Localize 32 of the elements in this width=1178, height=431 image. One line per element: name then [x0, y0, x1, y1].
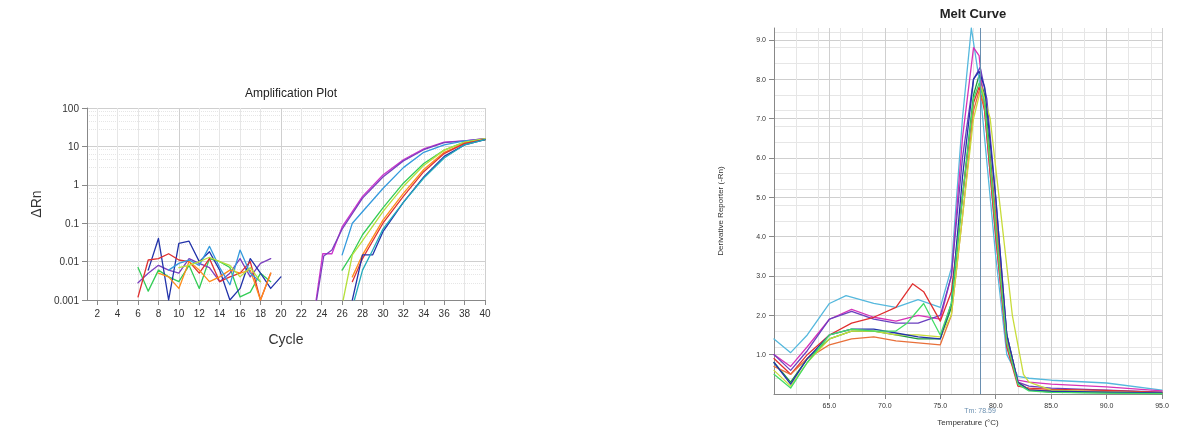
chart-title: Amplification Plot — [244, 86, 338, 100]
y-axis-title: Derivative Reporter (-Rn) — [715, 165, 725, 256]
x-axis-title: Temperature (°C) — [937, 417, 1000, 427]
y-tick-label: 0.001 — [53, 294, 80, 306]
x-tick-label: 6 — [135, 307, 142, 319]
x-tick-label: 8 — [155, 307, 162, 319]
x-tick-label: 30 — [377, 307, 389, 319]
x-tick-label: 22 — [295, 307, 308, 319]
x-tick-label: 10 — [173, 307, 185, 319]
x-tick-label: 24 — [316, 307, 328, 319]
y-tick-label: 1 — [73, 179, 80, 191]
y-tick-label: 10 — [67, 140, 80, 152]
x-tick-label: 2 — [94, 307, 101, 319]
x-tick-label: 14 — [214, 307, 226, 319]
x-tick-label: 20 — [275, 307, 287, 319]
y-tick-label: 0.01 — [59, 256, 80, 268]
x-tick-label: 12 — [193, 307, 206, 319]
x-tick-label: 40 — [479, 307, 491, 319]
x-tick-label: 38 — [459, 307, 471, 319]
x-tick-label: 34 — [418, 307, 430, 319]
x-tick-label: 32 — [397, 307, 410, 319]
chart-title: Melt Curve — [939, 6, 1007, 21]
x-axis-title: Cycle — [268, 331, 304, 347]
x-tick-label: 16 — [234, 307, 247, 319]
y-tick-label: 0.1 — [65, 217, 80, 229]
y-tick-label: 100 — [62, 102, 80, 114]
y-axis-title: ΔRn — [28, 190, 44, 218]
x-tick-label: 4 — [114, 307, 121, 319]
x-tick-label: 36 — [438, 307, 451, 319]
x-tick-label: 18 — [254, 307, 267, 319]
x-tick-label: 28 — [356, 307, 369, 319]
x-tick-label: 26 — [336, 307, 349, 319]
